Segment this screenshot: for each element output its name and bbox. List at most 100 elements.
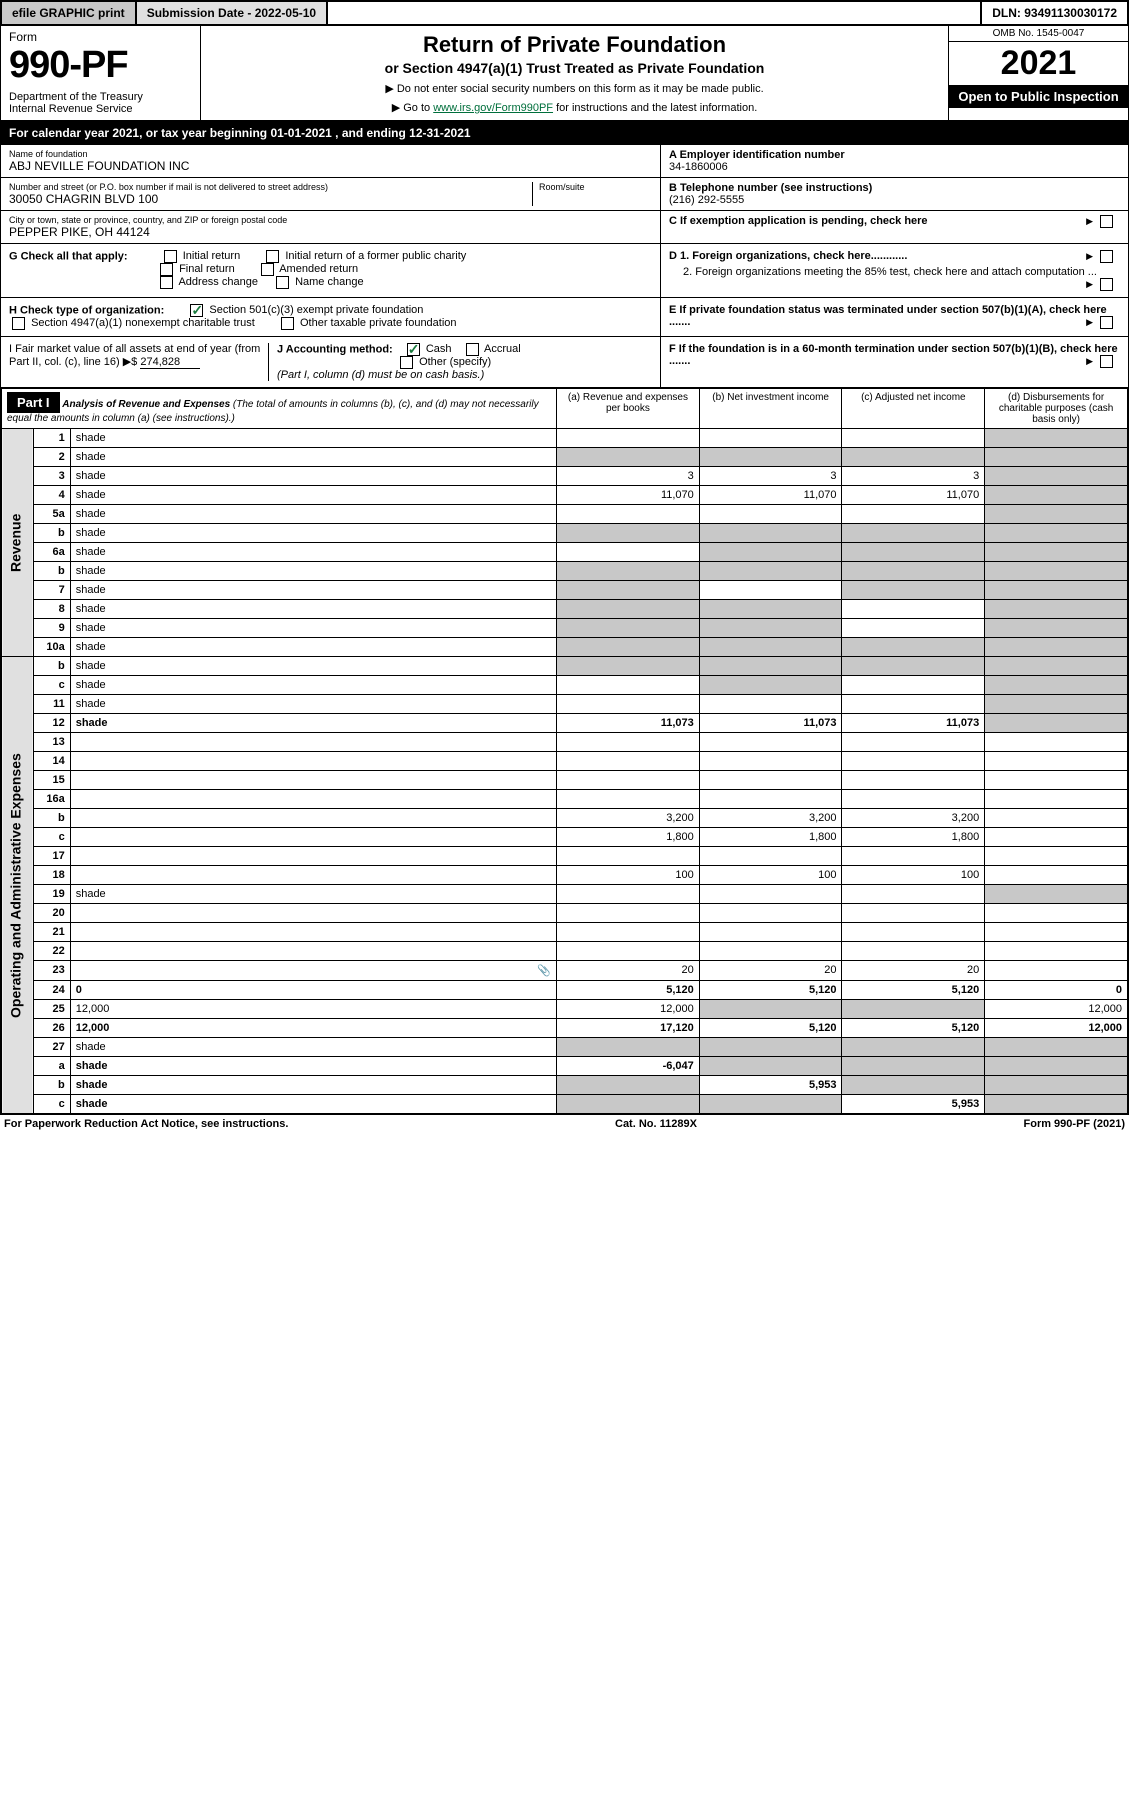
cell-c: 100 xyxy=(842,866,985,885)
g-initial-former-checkbox[interactable] xyxy=(266,250,279,263)
cell-a: 20 xyxy=(557,961,700,981)
d1-checkbox[interactable] xyxy=(1100,250,1113,263)
cell-b xyxy=(699,923,842,942)
row-number: 2 xyxy=(33,448,70,467)
table-row: 18100100100 xyxy=(2,866,1128,885)
cell-c: 3 xyxy=(842,467,985,486)
row-number: 15 xyxy=(33,771,70,790)
cell-c xyxy=(842,1076,985,1095)
form-number-col: Form 990-PF Department of the Treasury I… xyxy=(1,26,201,120)
cell-a xyxy=(557,676,700,695)
f-section: F If the foundation is in a 60-month ter… xyxy=(661,337,1128,387)
cell-b: 20 xyxy=(699,961,842,981)
row-description: shade xyxy=(70,543,556,562)
city-label: City or town, state or province, country… xyxy=(9,215,652,225)
f-label: F If the foundation is in a 60-month ter… xyxy=(669,343,1118,367)
d2-arrow xyxy=(1086,278,1116,291)
attachment-icon[interactable]: 📎 xyxy=(537,964,551,977)
g-amended-checkbox[interactable] xyxy=(261,263,274,276)
table-row: 2405,1205,1205,1200 xyxy=(2,981,1128,1000)
irs-label: Internal Revenue Service xyxy=(9,103,192,115)
h-other-checkbox[interactable] xyxy=(281,317,294,330)
cell-b: 5,953 xyxy=(699,1076,842,1095)
cell-c xyxy=(842,942,985,961)
c-checkbox[interactable] xyxy=(1100,215,1113,228)
row-number: c xyxy=(33,1095,70,1114)
cell-d: 0 xyxy=(985,981,1128,1000)
h-opt-other: Other taxable private foundation xyxy=(300,317,457,329)
e-section: E If private foundation status was termi… xyxy=(661,298,1128,336)
cell-d xyxy=(985,790,1128,809)
cell-a: 11,070 xyxy=(557,486,700,505)
cell-a xyxy=(557,942,700,961)
cell-a xyxy=(557,1095,700,1114)
cell-d xyxy=(985,619,1128,638)
j-note: (Part I, column (d) must be on cash basi… xyxy=(277,369,484,381)
table-row: 7shade xyxy=(2,581,1128,600)
e-label: E If private foundation status was termi… xyxy=(669,304,1107,328)
g-final-checkbox[interactable] xyxy=(160,263,173,276)
g-address-checkbox[interactable] xyxy=(160,276,173,289)
j-cash-checkbox[interactable] xyxy=(407,343,420,356)
cell-a xyxy=(557,619,700,638)
cell-b xyxy=(699,676,842,695)
row-number: b xyxy=(33,1076,70,1095)
e-checkbox[interactable] xyxy=(1100,316,1113,329)
col-d-header: (d) Disbursements for charitable purpose… xyxy=(985,389,1128,429)
col-a-header: (a) Revenue and expenses per books xyxy=(557,389,700,429)
fmv-value: 274,828 xyxy=(140,356,200,369)
cell-c xyxy=(842,600,985,619)
cell-d xyxy=(985,752,1128,771)
row-description: shade xyxy=(70,1095,556,1114)
cell-c xyxy=(842,885,985,904)
table-row: 2612,00017,1205,1205,12012,000 xyxy=(2,1019,1128,1038)
table-row: 22 xyxy=(2,942,1128,961)
row-description xyxy=(70,790,556,809)
cell-d xyxy=(985,1095,1128,1114)
cell-a xyxy=(557,1038,700,1057)
g-name-checkbox[interactable] xyxy=(276,276,289,289)
cell-a xyxy=(557,771,700,790)
row-number: 6a xyxy=(33,543,70,562)
tax-year: 2021 xyxy=(949,42,1128,85)
row-description: shade xyxy=(70,486,556,505)
table-row: bshade xyxy=(2,562,1128,581)
j-accrual-checkbox[interactable] xyxy=(466,343,479,356)
irs-link[interactable]: www.irs.gov/Form990PF xyxy=(433,102,553,114)
phone-label: B Telephone number (see instructions) xyxy=(669,182,1120,194)
g-initial-checkbox[interactable] xyxy=(164,250,177,263)
table-row: 4shade11,07011,07011,070 xyxy=(2,486,1128,505)
cell-a xyxy=(557,562,700,581)
j-other-checkbox[interactable] xyxy=(400,356,413,369)
cell-b xyxy=(699,429,842,448)
row-number: b xyxy=(33,657,70,676)
row-number: b xyxy=(33,562,70,581)
h-4947-checkbox[interactable] xyxy=(12,317,25,330)
cell-d xyxy=(985,695,1128,714)
efile-print-button[interactable]: efile GRAPHIC print xyxy=(2,2,137,24)
row-description xyxy=(70,809,556,828)
cell-c xyxy=(842,904,985,923)
f-checkbox[interactable] xyxy=(1100,355,1113,368)
row-number: 20 xyxy=(33,904,70,923)
j-other-label: Other (specify) xyxy=(419,356,491,368)
row-description: 0 xyxy=(70,981,556,1000)
row-number: 1 xyxy=(33,429,70,448)
cell-b xyxy=(699,790,842,809)
table-row: 8shade xyxy=(2,600,1128,619)
part1-badge: Part I xyxy=(7,392,60,413)
cell-b xyxy=(699,885,842,904)
cell-a xyxy=(557,448,700,467)
cell-d xyxy=(985,961,1128,981)
row-description: shade xyxy=(70,524,556,543)
table-row: 23 📎202020 xyxy=(2,961,1128,981)
cell-a: 11,073 xyxy=(557,714,700,733)
cell-b: 11,070 xyxy=(699,486,842,505)
cell-c xyxy=(842,562,985,581)
h-501c3-checkbox[interactable] xyxy=(190,304,203,317)
cell-c xyxy=(842,923,985,942)
row-description xyxy=(70,771,556,790)
phone-value: (216) 292-5555 xyxy=(669,194,1120,206)
row-number: 27 xyxy=(33,1038,70,1057)
d2-checkbox[interactable] xyxy=(1100,278,1113,291)
